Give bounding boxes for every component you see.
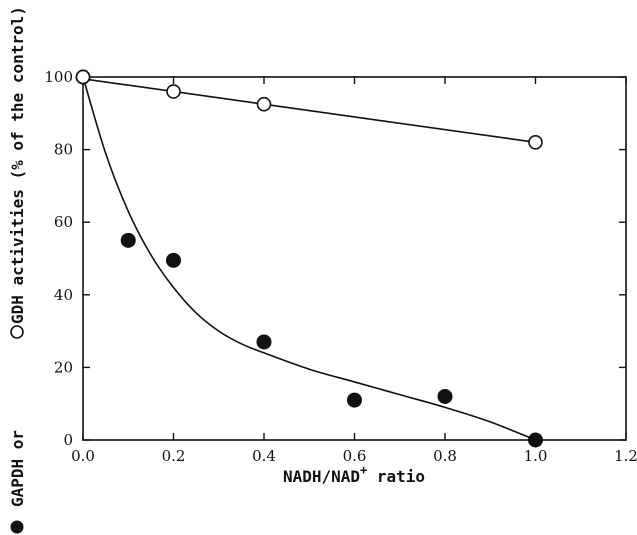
y-tick-label: 60 <box>54 213 73 231</box>
x-tick-label: 0.8 <box>433 447 457 465</box>
filled-circle-point <box>256 334 272 350</box>
filled-circle-fit-line <box>82 76 536 441</box>
y-axis-title-part2: GDH activities (% of the control) <box>8 6 27 324</box>
x-tick-label: 0.0 <box>71 447 95 465</box>
filled-circle-point <box>166 252 181 268</box>
y-tick-label: 100 <box>44 68 73 86</box>
open-circle-point <box>75 69 91 85</box>
y-tick-label: 0 <box>63 431 73 449</box>
open-circle-fit-line <box>82 78 536 144</box>
y-axis-title: GAPDH or GDH activities (% of the contro… <box>8 6 27 534</box>
x-axis-title: NADH/NAD+ ratio <box>283 463 425 486</box>
fit-curves <box>82 76 536 441</box>
y-axis-title-part1: GAPDH or <box>8 430 27 507</box>
plot-frame <box>82 76 627 441</box>
data-points <box>75 69 543 448</box>
y-tick-label: 40 <box>54 286 73 304</box>
x-tick-label: 0.2 <box>162 447 186 465</box>
open-circle-point <box>528 135 543 150</box>
x-tick-label: 0.6 <box>343 447 367 465</box>
open-circle-point <box>256 96 272 112</box>
x-tick-label: 0.4 <box>252 447 276 465</box>
y-tick-label: 20 <box>54 358 73 376</box>
x-tick-label: 1.0 <box>524 447 548 465</box>
axis-ticks: 0.0 0.2 0.4 0.6 0.8 1.0 1.2 0 20 40 60 80 100 <box>44 68 637 465</box>
x-tick-label: 1.2 <box>614 447 637 465</box>
y-tick-label: 80 <box>54 141 73 159</box>
filled-circle-point <box>347 392 362 408</box>
open-circle-legend-icon <box>10 325 24 339</box>
filled-circle-legend-icon <box>10 520 24 534</box>
filled-circle-point <box>120 232 136 248</box>
filled-circle-point <box>528 432 543 448</box>
open-circle-point <box>166 84 181 99</box>
filled-circle-point <box>437 388 453 404</box>
x-axis-title-superscript: + <box>360 463 367 477</box>
